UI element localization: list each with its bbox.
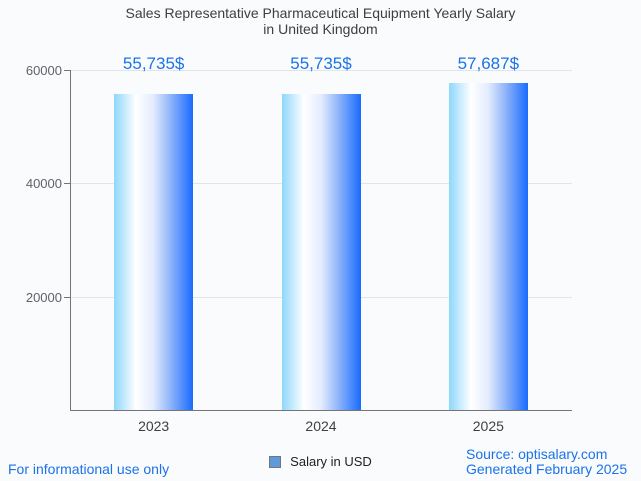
source-block: Source: optisalary.com Generated Februar… bbox=[466, 447, 627, 477]
bar-value-label: 57,687$ bbox=[457, 54, 520, 73]
x-axis-line bbox=[70, 410, 572, 411]
generated-date: Generated February 2025 bbox=[466, 461, 628, 477]
x-axis-category-label: 2025 bbox=[472, 418, 504, 434]
y-axis-line bbox=[70, 70, 71, 410]
source-link[interactable]: Source: optisalary.com bbox=[466, 446, 608, 462]
legend-label: Salary in USD bbox=[290, 454, 372, 469]
bar-value-label: 55,735$ bbox=[290, 54, 352, 73]
y-axis-tick bbox=[64, 183, 70, 185]
legend-color-swatch bbox=[269, 455, 282, 468]
salary-bar bbox=[448, 83, 528, 410]
bar-value-label: 55,735$ bbox=[122, 54, 185, 73]
y-axis-tick-label: 60000 bbox=[25, 63, 62, 78]
gridline bbox=[70, 70, 572, 71]
x-axis-category-label: 2023 bbox=[138, 418, 170, 434]
legend-item[interactable]: Salary in USD bbox=[0, 454, 641, 469]
y-axis-tick bbox=[64, 70, 70, 71]
chart-title-line2: in United Kingdom bbox=[263, 21, 378, 37]
y-axis-tick bbox=[64, 296, 70, 298]
y-axis-tick-label: 40000 bbox=[25, 176, 62, 192]
salary-bar bbox=[114, 94, 194, 410]
chart-title: Sales Representative Pharmaceutical Equi… bbox=[0, 5, 641, 37]
salary-bar bbox=[281, 94, 361, 410]
disclaimer-text: For informational use only bbox=[8, 461, 170, 477]
y-axis-tick-label: 20000 bbox=[25, 289, 62, 305]
x-axis-category-label: 2024 bbox=[305, 418, 337, 434]
chart-title-line1: Sales Representative Pharmaceutical Equi… bbox=[125, 5, 516, 21]
